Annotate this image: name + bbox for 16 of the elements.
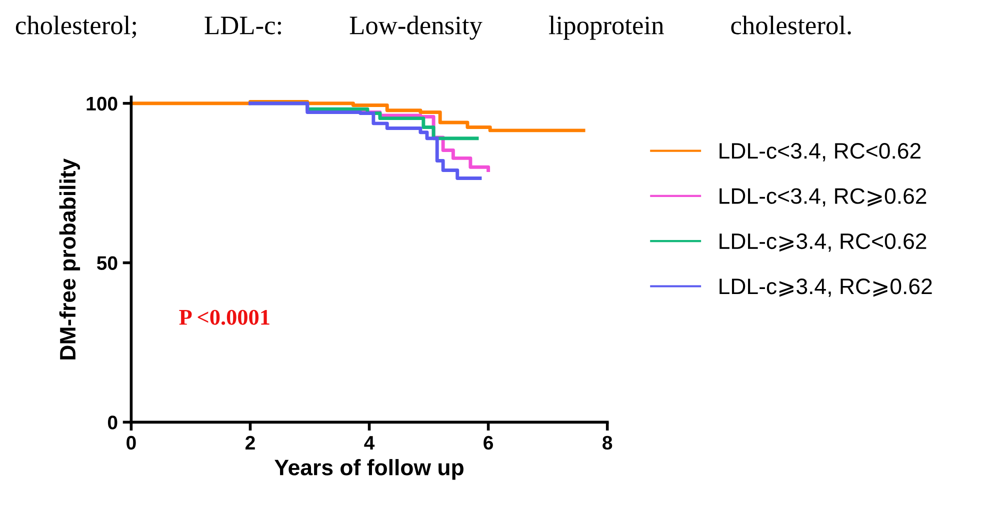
x-tick-label: 6 (484, 436, 494, 450)
text: cholesterol; LDL-c: Low-density lipoprotein cholesterol. (16, 16, 851, 40)
x-tick-label: 2 (246, 436, 255, 450)
legend-label: LDL-c<3.4, RC<0.62 (720, 143, 921, 162)
x-axis-title: Years of follow up (274, 459, 464, 480)
legend-label: LDL-c⩾3.4, RC⩾0.62 (720, 278, 932, 297)
annotation: P <0.0001 (179, 310, 270, 325)
x-tick-label: 0 (126, 436, 136, 450)
y-tick-label: 50 (96, 256, 118, 270)
x-tick-label: 8 (602, 436, 612, 450)
x-tick-label: 4 (364, 436, 375, 450)
y-axis-title: DM-free probability (59, 158, 80, 360)
legend-label: LDL-c⩾3.4, RC<0.62 (720, 233, 926, 252)
y-tick-label: 0 (108, 416, 118, 430)
legend-label: LDL-c<3.4, RC⩾0.62 (720, 188, 926, 207)
y-tick-label: 100 (86, 96, 118, 111)
